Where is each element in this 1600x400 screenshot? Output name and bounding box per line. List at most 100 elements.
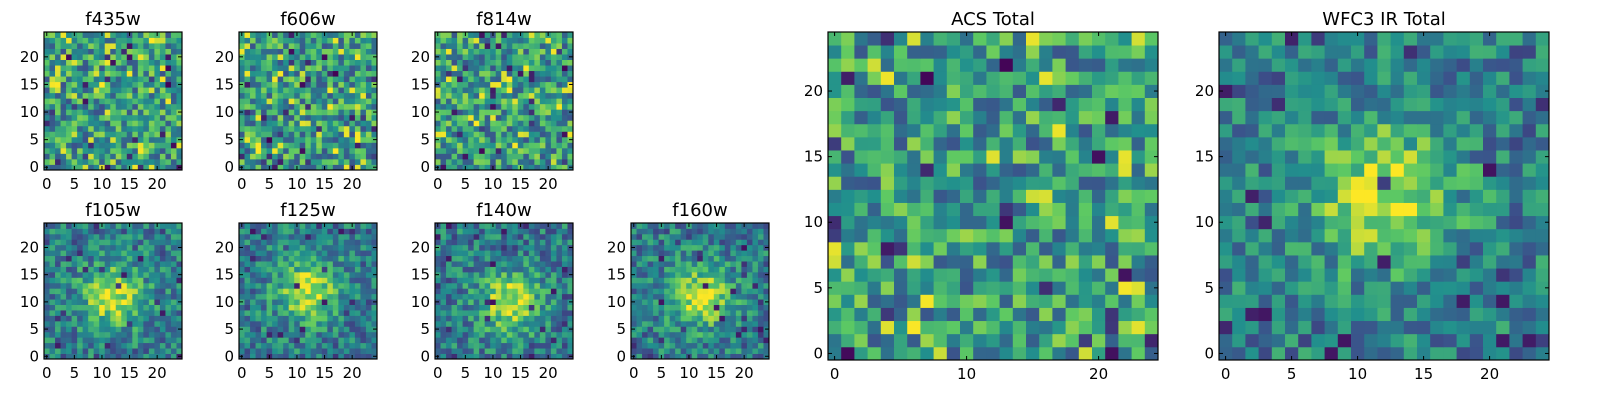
- heatmap-cell: [920, 255, 934, 269]
- heatmap-cell: [484, 136, 491, 143]
- heatmap-cell: [986, 346, 1000, 361]
- heatmap-cell: [148, 228, 155, 235]
- heatmap-cell: [288, 288, 295, 295]
- heatmap-cell: [631, 331, 637, 338]
- heatmap-cell: [440, 70, 447, 77]
- heatmap-cell: [713, 271, 720, 278]
- heatmap-cell: [371, 158, 378, 165]
- heatmap-cell: [321, 244, 328, 251]
- heatmap-cell: [104, 65, 111, 72]
- x-tick-label: 20: [539, 364, 558, 382]
- heatmap-cell: [691, 223, 698, 229]
- heatmap-cell: [719, 299, 726, 305]
- heatmap-cell: [512, 293, 519, 300]
- heatmap-cell: [176, 342, 183, 349]
- heatmap-cell: [71, 158, 78, 165]
- heatmap-cell: [867, 150, 882, 164]
- heatmap-cell: [77, 65, 84, 72]
- heatmap-cell: [126, 37, 133, 44]
- heatmap-cell: [479, 142, 486, 149]
- heatmap-cell: [316, 250, 323, 257]
- heatmap-cell: [104, 228, 111, 235]
- heatmap-cell: [44, 142, 50, 149]
- heatmap-cell: [523, 87, 530, 94]
- heatmap-cell: [960, 176, 974, 190]
- heatmap-cell: [82, 315, 89, 322]
- heatmap-cell: [691, 293, 698, 300]
- heatmap-cell: [44, 153, 50, 160]
- heatmap-cell: [343, 310, 350, 316]
- heatmap-cell: [713, 320, 720, 327]
- heatmap-cell: [137, 320, 144, 327]
- heatmap-cell: [556, 293, 563, 300]
- heatmap-cell: [523, 37, 530, 44]
- heatmap-cell: [457, 142, 463, 149]
- heatmap-cell: [310, 120, 317, 127]
- heatmap-cell: [321, 120, 328, 127]
- heatmap-cell: [473, 109, 480, 116]
- heatmap-cell: [343, 277, 350, 284]
- heatmap-cell: [244, 250, 251, 257]
- heatmap-cell: [697, 288, 704, 295]
- heatmap-cell: [664, 250, 671, 257]
- heatmap-cell: [49, 223, 56, 229]
- heatmap-cell: [360, 271, 367, 278]
- heatmap-cell: [473, 353, 480, 360]
- heatmap-cell: [159, 250, 166, 257]
- heatmap-cell: [495, 147, 502, 154]
- heatmap-cell: [310, 315, 317, 322]
- heatmap-cell: [708, 271, 715, 278]
- heatmap-cell: [360, 158, 367, 165]
- heatmap-cell: [484, 250, 491, 257]
- heatmap-cell: [446, 353, 452, 360]
- heatmap-cell: [143, 320, 150, 327]
- heatmap-cell: [642, 244, 648, 251]
- heatmap-cell: [360, 92, 367, 99]
- heatmap-cell: [713, 299, 720, 305]
- heatmap-cell: [512, 98, 519, 105]
- heatmap-cell: [66, 59, 72, 66]
- heatmap-cell: [545, 250, 552, 257]
- heatmap-cell: [310, 233, 317, 240]
- heatmap-cell: [495, 54, 502, 60]
- heatmap-cell: [462, 153, 469, 160]
- axes-frame: [238, 222, 378, 360]
- heatmap-cell: [680, 277, 687, 284]
- heatmap-cell: [1131, 215, 1146, 230]
- heatmap-cell: [299, 250, 306, 257]
- heatmap-cell: [435, 158, 441, 165]
- heatmap-cell: [473, 255, 480, 262]
- heatmap-cell: [867, 241, 882, 256]
- heatmap-cell: [517, 315, 524, 322]
- heatmap-cell: [349, 70, 356, 77]
- heatmap-cell: [539, 81, 546, 88]
- heatmap-cell: [255, 87, 262, 94]
- heatmap-cell: [539, 228, 546, 235]
- heatmap-cell: [77, 331, 84, 338]
- heatmap-cell: [55, 239, 61, 246]
- heatmap-cell: [266, 153, 273, 160]
- heatmap-cell: [82, 136, 89, 143]
- heatmap-cell: [512, 277, 519, 284]
- heatmap-cell: [752, 239, 759, 246]
- heatmap-cell: [294, 320, 301, 327]
- heatmap-cell: [473, 32, 480, 38]
- heatmap-cell: [446, 348, 452, 354]
- heatmap-cell: [272, 131, 279, 138]
- heatmap-cell: [653, 326, 659, 333]
- heatmap-cell: [283, 261, 290, 267]
- heatmap-cell: [490, 342, 497, 349]
- heatmap-cell: [294, 103, 301, 110]
- heatmap-cell: [523, 315, 530, 322]
- heatmap-cell: [880, 320, 895, 335]
- heatmap-cell: [294, 244, 301, 251]
- heatmap-cell: [288, 142, 295, 149]
- heatmap-cell: [545, 299, 552, 305]
- heatmap-cell: [170, 43, 177, 49]
- heatmap-cell: [338, 277, 345, 284]
- heatmap-cell: [332, 81, 339, 88]
- heatmap-cell: [440, 315, 447, 322]
- heatmap-cell: [143, 59, 150, 66]
- heatmap-cell: [468, 250, 475, 257]
